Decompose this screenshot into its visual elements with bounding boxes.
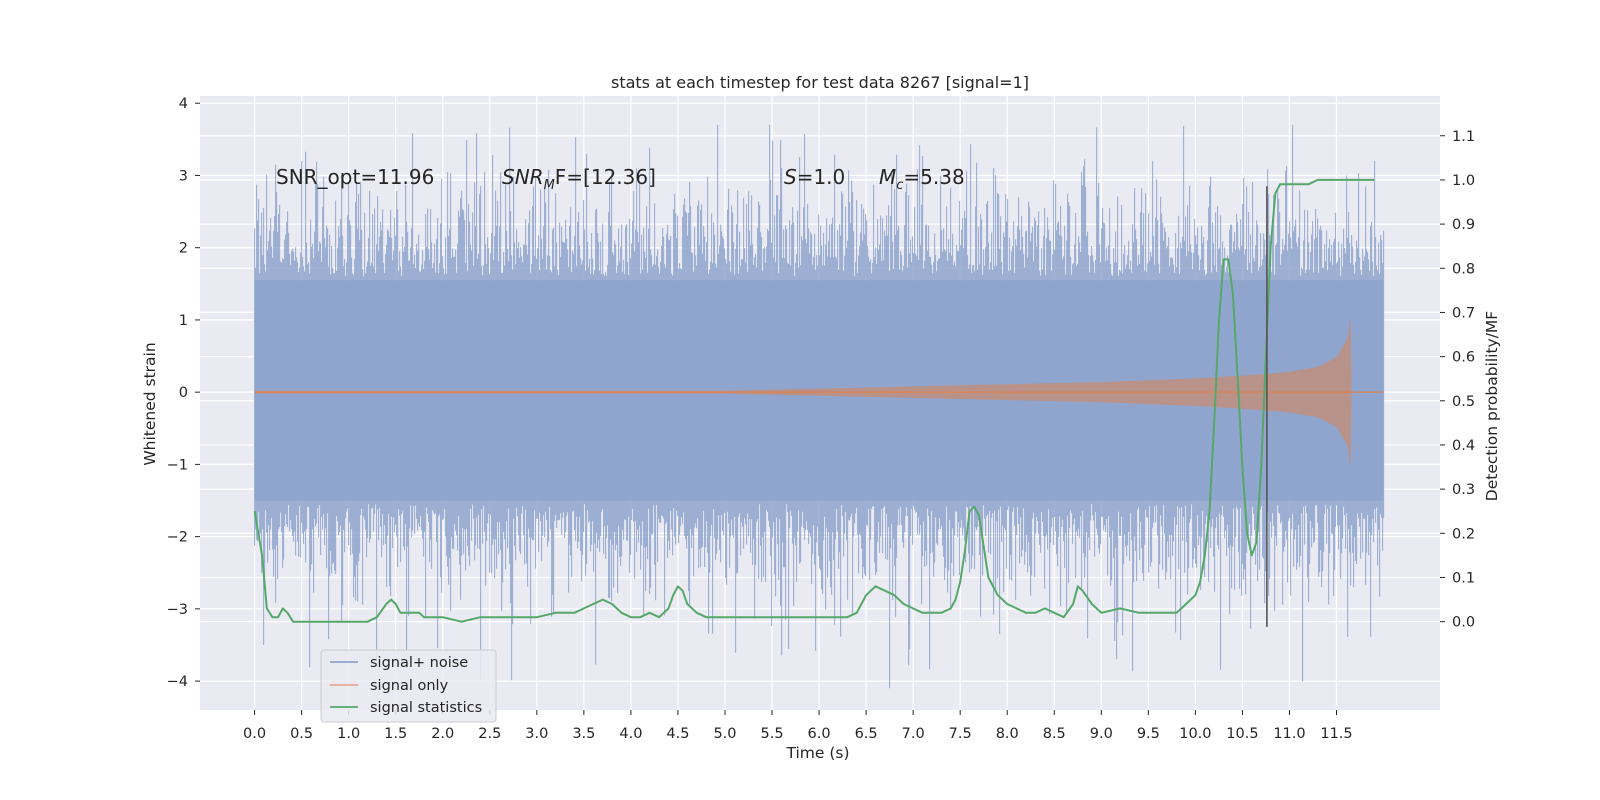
legend-label-noise: signal+ noise — [370, 655, 468, 671]
snr-mf-main: SNR — [502, 165, 544, 189]
y-right-tick-label: 0.0 — [1452, 615, 1475, 631]
annotation-snr-mf: SNRMF=[12.36] — [502, 165, 656, 193]
legend-label-stats: signal statistics — [370, 700, 482, 716]
x-tick-label: 0.0 — [243, 726, 266, 742]
x-tick-label: 3.0 — [525, 726, 548, 742]
mc-val: =5.38 — [903, 165, 964, 189]
x-tick-label: 7.0 — [902, 726, 925, 742]
y-tick-label: −3 — [167, 602, 188, 618]
y-tick-label: 3 — [179, 168, 188, 184]
y-right-tick-label: 0.3 — [1452, 482, 1475, 498]
y-right-tick-label: 0.1 — [1452, 570, 1475, 586]
x-tick-label: 0.5 — [290, 726, 313, 742]
mc-sub: c — [896, 178, 903, 193]
x-tick-label: 9.5 — [1137, 726, 1160, 742]
y-tick-label: −2 — [167, 530, 188, 546]
mc-var: M — [879, 165, 896, 189]
y-tick-label: 1 — [179, 313, 188, 329]
x-tick-label: 3.5 — [572, 726, 595, 742]
y-right-tick-label: 0.5 — [1452, 394, 1475, 410]
x-tick-label: 8.5 — [1043, 726, 1066, 742]
x-tick-label: 4.0 — [619, 726, 642, 742]
s-var: S — [784, 165, 797, 189]
legend-box — [320, 649, 497, 723]
x-tick-label: 2.0 — [431, 726, 454, 742]
x-tick-label: 10.5 — [1226, 726, 1258, 742]
annotation-s: S=1.0 — [784, 165, 845, 189]
y-right-tick-label: 0.4 — [1452, 438, 1475, 454]
stats-line — [253, 178, 1375, 623]
chart-title: stats at each timestep for test data 826… — [611, 73, 1029, 92]
y-right-tick-label: 1.1 — [1452, 129, 1475, 145]
annotation-snr-opt: SNR_opt=11.96 — [276, 165, 434, 189]
y-right-tick-label: 1.0 — [1452, 173, 1475, 189]
y-right-tick-label: 0.6 — [1452, 350, 1475, 366]
x-tick-label: 6.5 — [855, 726, 878, 742]
x-tick-label: 8.0 — [996, 726, 1019, 742]
y-tick-label: 4 — [179, 96, 188, 112]
x-axis-label: Time (s) — [785, 744, 849, 762]
x-tick-label: 1.0 — [337, 726, 360, 742]
legend-label-signal: signal only — [370, 678, 449, 694]
x-tick-label: 5.0 — [713, 726, 736, 742]
x-axis-ticks: 0.0 0.5 1.0 1.5 2.0 2.5 3.0 3.5 4.0 4.5 5.0 5.5 6.0 6… — [243, 710, 1353, 742]
y-right-axis-label: Detection probability/MF — [1483, 311, 1501, 502]
y-right-tick-label: 0.9 — [1452, 217, 1475, 233]
x-tick-label: 11.0 — [1273, 726, 1305, 742]
y-tick-label: 2 — [179, 241, 188, 257]
x-tick-label: 10.0 — [1179, 726, 1211, 742]
y-right-axis-ticks: 1.1 1.0 0.9 0.8 0.7 0.6 0.5 0.4 0.3 0.2 0.1 0.0 — [1440, 129, 1475, 631]
legend: signal+ noise signal only signal statist… — [320, 649, 497, 723]
y-axis-label: Whitened strain — [141, 342, 159, 465]
annotation-mc: Mc=5.38 — [879, 165, 965, 193]
y-right-tick-label: 0.7 — [1452, 305, 1475, 321]
y-right-tick-label: 0.8 — [1452, 261, 1475, 277]
y-tick-label: 0 — [179, 385, 188, 401]
signal-series — [254, 316, 1384, 468]
x-tick-label: 9.0 — [1090, 726, 1113, 742]
x-tick-label: 5.5 — [760, 726, 783, 742]
y-right-tick-label: 0.2 — [1452, 526, 1475, 542]
x-tick-label: 2.5 — [478, 726, 501, 742]
y-axis-ticks: 4 3 2 1 0 −1 −2 −3 −4 — [167, 96, 200, 690]
stats-series — [253, 178, 1375, 623]
x-tick-label: 1.5 — [384, 726, 407, 742]
x-tick-label: 7.5 — [949, 726, 972, 742]
x-tick-label: 4.5 — [666, 726, 689, 742]
x-tick-label: 6.0 — [808, 726, 831, 742]
y-tick-label: −1 — [167, 457, 188, 473]
snr-mf-sub: M — [544, 178, 555, 193]
s-val: =1.0 — [797, 165, 846, 189]
snr-mf-tail: F=[12.36] — [555, 165, 656, 189]
y-tick-label: −4 — [167, 674, 188, 690]
x-tick-label: 11.5 — [1320, 726, 1352, 742]
